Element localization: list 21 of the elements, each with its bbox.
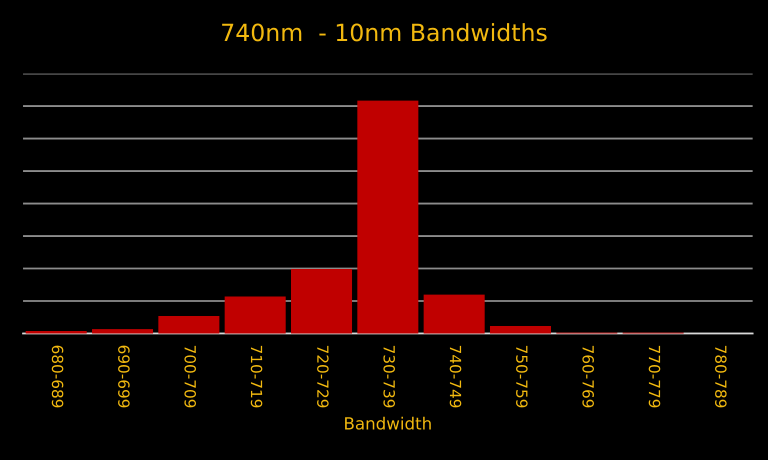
x-tick-label: 690-699	[118, 346, 130, 408]
bar	[291, 268, 352, 334]
x-tick-label: 780-789	[715, 346, 727, 408]
bar	[224, 296, 286, 334]
bar	[158, 316, 220, 334]
x-tick-label: 770-779	[648, 346, 660, 408]
bar	[26, 330, 87, 334]
x-tick-label: 740-749	[450, 346, 462, 408]
x-axis-title: Bandwidth	[345, 416, 431, 430]
x-tick-label: 680-689	[52, 346, 64, 408]
bar	[490, 326, 552, 334]
x-tick-label: 710-719	[250, 346, 262, 408]
x-tick-label: 730-739	[383, 346, 395, 408]
x-tick-label: 750-759	[516, 346, 528, 408]
x-tick-label: 760-769	[582, 346, 594, 408]
bar	[424, 294, 485, 334]
x-tick-label: 720-729	[317, 346, 329, 408]
chart-title: 740nm - 10nm Bandwidths	[222, 23, 547, 42]
bar	[92, 329, 154, 334]
bar	[357, 100, 418, 334]
x-tick-label: 700-709	[184, 346, 196, 408]
